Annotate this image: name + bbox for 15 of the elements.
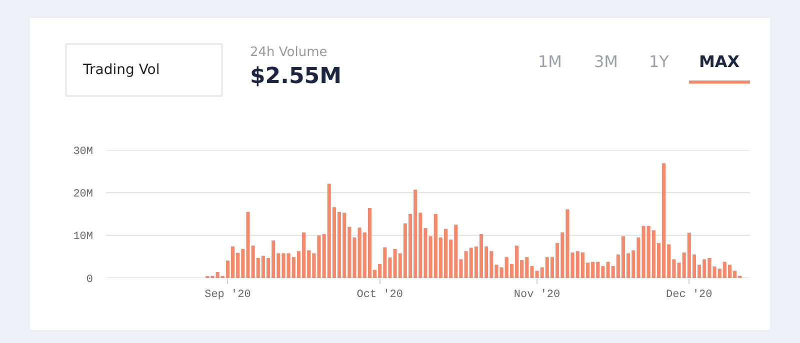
x-tick-label: Oct '20 xyxy=(356,289,403,302)
text: 1Y xyxy=(649,52,670,71)
y-tick-label: 0 xyxy=(86,274,93,286)
x-tick-label: Dec '20 xyxy=(666,289,712,302)
y-tick-label: 20M xyxy=(73,188,93,201)
text: MAX xyxy=(699,52,740,71)
text: 3M xyxy=(594,52,618,71)
y-tick-label: 30M xyxy=(73,146,93,158)
text: Trading Vol xyxy=(82,62,160,78)
text: 24h Volume xyxy=(250,45,328,60)
text: 1M xyxy=(538,52,562,71)
y-tick-label: 10M xyxy=(73,231,93,244)
x-tick-label: Sep '20 xyxy=(204,289,251,302)
x-tick-label: Nov '20 xyxy=(514,289,560,302)
text: $2.55M xyxy=(250,64,342,89)
